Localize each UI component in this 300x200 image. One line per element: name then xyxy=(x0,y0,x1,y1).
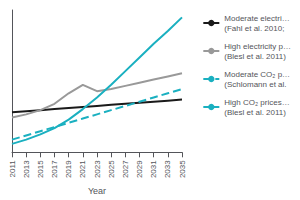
svg-text:2013: 2013 xyxy=(22,160,31,178)
svg-text:2035: 2035 xyxy=(178,160,187,178)
svg-text:(Blesl et al. 2011): (Blesl et al. 2011) xyxy=(224,108,286,117)
svg-text:2017: 2017 xyxy=(50,160,59,178)
svg-text:(Fahl et al. 2010;: (Fahl et al. 2010; xyxy=(224,24,284,33)
svg-text:High electricity p…: High electricity p… xyxy=(224,42,291,51)
svg-text:2033: 2033 xyxy=(163,160,172,178)
svg-text:2031: 2031 xyxy=(149,160,158,178)
svg-text:2011: 2011 xyxy=(8,160,17,178)
svg-text:2019: 2019 xyxy=(64,160,73,178)
svg-text:2029: 2029 xyxy=(135,160,144,178)
svg-text:2015: 2015 xyxy=(36,160,45,178)
svg-text:2021: 2021 xyxy=(78,160,87,178)
svg-text:Moderate electri…: Moderate electri… xyxy=(224,14,289,23)
svg-text:2023: 2023 xyxy=(93,160,102,178)
svg-text:Year: Year xyxy=(88,186,106,196)
svg-text:2025: 2025 xyxy=(107,160,116,178)
svg-text:Moderate CO₂ p…: Moderate CO₂ p… xyxy=(224,70,290,79)
svg-text:High CO₂ prices…: High CO₂ prices… xyxy=(224,98,289,107)
svg-text:2027: 2027 xyxy=(121,160,130,178)
svg-text:(Schlomann et al.: (Schlomann et al. xyxy=(224,80,286,89)
svg-text:(Blesl et al. 2011): (Blesl et al. 2011) xyxy=(224,52,286,61)
